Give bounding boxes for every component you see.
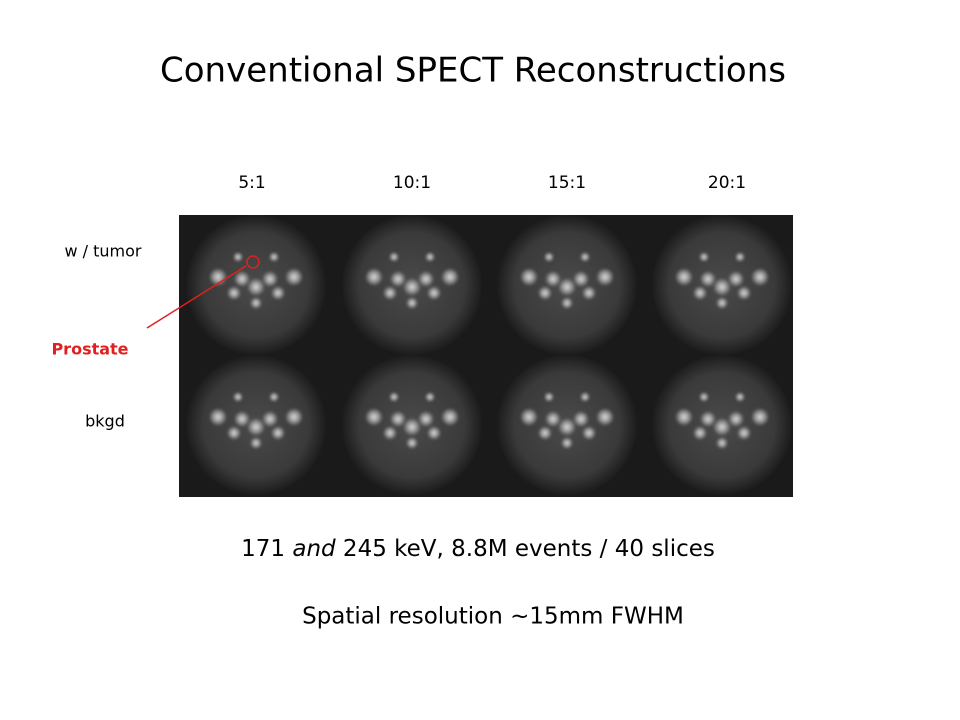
image-spot: [250, 297, 262, 309]
annotation-arrow: [146, 265, 247, 329]
row-label: w / tumor: [64, 242, 141, 261]
image-spot: [269, 392, 279, 402]
image-spot: [558, 418, 576, 436]
image-spot: [700, 411, 716, 427]
image-spot: [425, 252, 435, 262]
image-spot: [520, 408, 538, 426]
caption: 171 and 245 keV, 8.8M events / 40 slices: [241, 536, 715, 562]
image-spot: [728, 411, 744, 427]
image-spot: [751, 268, 769, 286]
column-label: 20:1: [708, 173, 746, 193]
image-spot: [713, 418, 731, 436]
image-spot: [544, 392, 554, 402]
image-spot: [403, 278, 421, 296]
image-spot: [737, 286, 751, 300]
image-spot: [233, 392, 243, 402]
image-spot: [699, 252, 709, 262]
image-spot: [406, 297, 418, 309]
image-spot: [365, 268, 383, 286]
image-spot: [285, 268, 303, 286]
image-spot: [262, 271, 278, 287]
image-spot: [389, 252, 399, 262]
image-spot: [441, 408, 459, 426]
image-spot: [573, 271, 589, 287]
image-spot: [580, 252, 590, 262]
image-spot: [403, 418, 421, 436]
image-spot: [596, 408, 614, 426]
column-label: 5:1: [238, 173, 265, 193]
image-spot: [262, 411, 278, 427]
image-spot: [233, 252, 243, 262]
image-spot: [406, 437, 418, 449]
image-spot: [573, 411, 589, 427]
image-spot: [209, 408, 227, 426]
image-spot: [737, 426, 751, 440]
image-spot: [383, 286, 397, 300]
image-spot: [582, 426, 596, 440]
annotation-circle: [246, 255, 260, 269]
image-spot: [675, 268, 693, 286]
image-spot: [418, 271, 434, 287]
image-spot: [544, 252, 554, 262]
caption-text: 171: [241, 536, 292, 562]
subcaption: Spatial resolution ~15mm FWHM: [302, 604, 684, 630]
image-spot: [713, 278, 731, 296]
image-spot: [418, 411, 434, 427]
image-spot: [538, 426, 552, 440]
caption-text: and: [292, 536, 336, 562]
image-spot: [234, 271, 250, 287]
annotation-label: Prostate: [51, 340, 128, 359]
image-spot: [390, 271, 406, 287]
image-spot: [700, 271, 716, 287]
column-label: 15:1: [548, 173, 586, 193]
image-spot: [427, 286, 441, 300]
image-spot: [441, 268, 459, 286]
image-spot: [271, 286, 285, 300]
image-spot: [735, 252, 745, 262]
image-spot: [545, 271, 561, 287]
image-spot: [716, 437, 728, 449]
image-spot: [538, 286, 552, 300]
image-spot: [389, 392, 399, 402]
image-spot: [269, 252, 279, 262]
image-spot: [285, 408, 303, 426]
image-spot: [365, 408, 383, 426]
reconstruction-images: [186, 215, 792, 495]
image-spot: [427, 426, 441, 440]
image-spot: [561, 297, 573, 309]
image-spot: [735, 392, 745, 402]
caption-text: 245 keV, 8.8M events / 40 slices: [336, 536, 715, 562]
image-spot: [383, 426, 397, 440]
image-spot: [271, 426, 285, 440]
image-spot: [227, 286, 241, 300]
image-spot: [545, 411, 561, 427]
image-spot: [250, 437, 262, 449]
image-spot: [234, 411, 250, 427]
image-spot: [716, 297, 728, 309]
image-spot: [693, 426, 707, 440]
image-spot: [751, 408, 769, 426]
image-spot: [561, 437, 573, 449]
image-spot: [247, 418, 265, 436]
image-spot: [247, 278, 265, 296]
row-label: bkgd: [85, 412, 125, 431]
image-spot: [582, 286, 596, 300]
image-spot: [520, 268, 538, 286]
image-spot: [728, 271, 744, 287]
column-label: 10:1: [393, 173, 431, 193]
title: Conventional SPECT Reconstructions: [160, 51, 786, 91]
image-spot: [675, 408, 693, 426]
image-spot: [390, 411, 406, 427]
image-spot: [699, 392, 709, 402]
image-spot: [558, 278, 576, 296]
image-spot: [596, 268, 614, 286]
image-spot: [227, 426, 241, 440]
image-spot: [693, 286, 707, 300]
image-spot: [580, 392, 590, 402]
image-spot: [425, 392, 435, 402]
